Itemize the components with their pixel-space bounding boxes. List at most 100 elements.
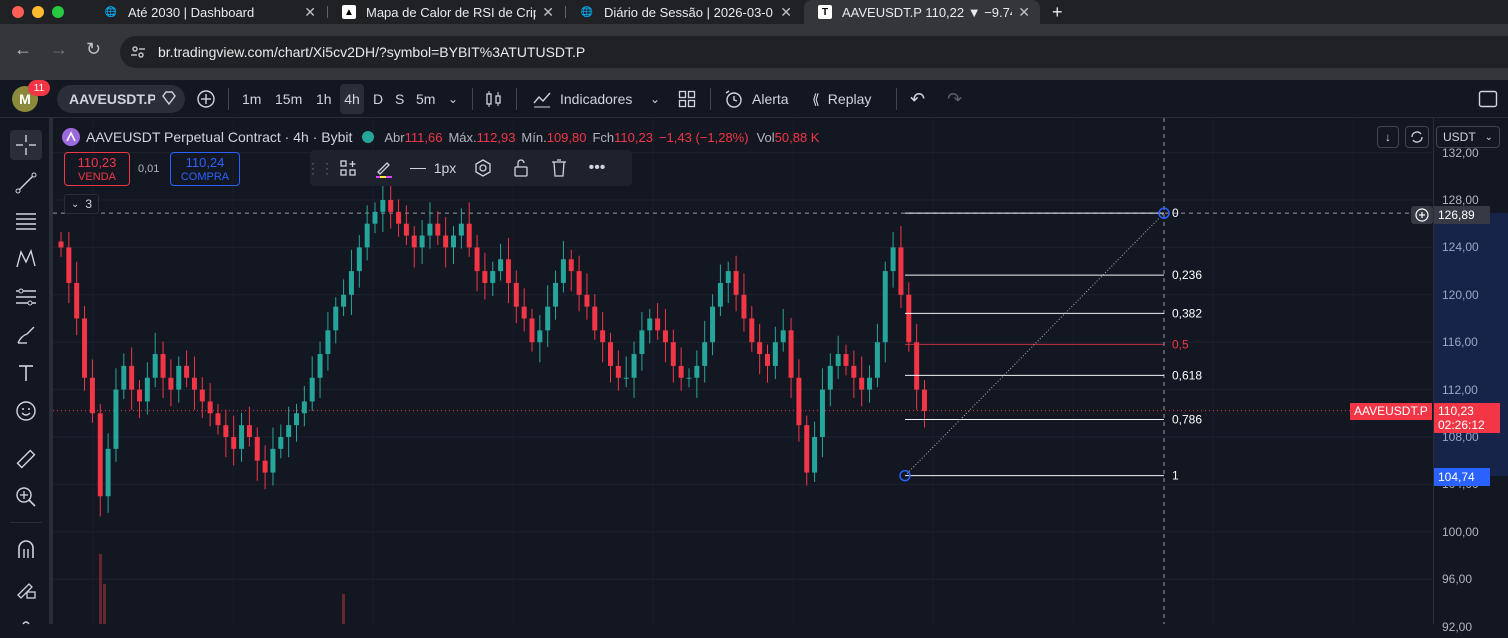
more-options-icon[interactable]: ••• <box>588 159 606 176</box>
candlestick-chart[interactable]: 0 0,236 0,382 0,5 0,618 0,786 1 <box>53 118 1433 624</box>
line-width-selector[interactable]: 1px <box>402 160 464 176</box>
open-label: Abr <box>384 129 405 145</box>
candle-body <box>537 330 543 343</box>
pattern-icon[interactable] <box>10 244 42 274</box>
maximize-window-button[interactable] <box>52 6 64 18</box>
interval-label: D <box>373 91 384 107</box>
zoom-in-icon[interactable] <box>10 482 42 512</box>
interval-15m[interactable]: 15m <box>275 80 302 118</box>
forward-icon[interactable]: → <box>50 39 68 59</box>
candle-body <box>505 259 511 283</box>
globe-icon: 🌐 <box>104 6 118 18</box>
candle-body <box>301 401 307 414</box>
currency-selector[interactable]: USDT ⌄ <box>1436 126 1500 148</box>
interval-d[interactable]: D <box>373 80 383 118</box>
interval-s[interactable]: S <box>395 80 404 118</box>
fib-anchor-high <box>1158 207 1170 219</box>
settings-icon[interactable] <box>464 158 502 178</box>
interval-label: 5m <box>416 91 436 107</box>
browser-tab-1[interactable]: 🌐 Até 2030 | Dashboard ✕ <box>90 0 326 24</box>
redo-icon[interactable]: ↷ <box>947 88 963 109</box>
interval-1h[interactable]: 1h <box>316 80 332 118</box>
interval-4h-active[interactable]: 4h <box>340 84 364 114</box>
back-icon[interactable]: ← <box>14 39 32 59</box>
site-settings-icon[interactable] <box>130 44 146 65</box>
diamond-icon[interactable] <box>161 90 177 108</box>
lock-drawings-icon[interactable] <box>10 574 42 604</box>
auto-scale-icon[interactable] <box>1405 126 1429 148</box>
template-icon[interactable] <box>330 159 366 177</box>
chart-pane[interactable]: 0 0,236 0,382 0,5 0,618 0,786 1 <box>53 118 1433 624</box>
lock-icon[interactable] <box>502 158 540 178</box>
browser-tab-3[interactable]: 🌐 Diário de Sessão | 2026-03-0 ✕ <box>566 0 802 24</box>
alert-button[interactable]: Alerta <box>724 80 789 118</box>
layouts-grid-icon[interactable] <box>678 80 696 118</box>
price-tick-label: 100,00 <box>1442 524 1479 539</box>
browser-tab-4-active[interactable]: T AAVEUSDT.P 110,22 ▼ −9.74 ✕ <box>804 0 1040 24</box>
candle-body <box>403 223 409 236</box>
browser-tab-2[interactable]: ▲ Mapa de Calor de RSI de Crip ✕ <box>328 0 564 24</box>
forecast-tools-icon[interactable] <box>10 282 42 312</box>
candle-body <box>922 389 927 411</box>
trash-icon[interactable] <box>540 158 578 178</box>
brush-icon[interactable] <box>10 320 42 350</box>
undo-icon[interactable]: ↶ <box>910 88 926 109</box>
sell-label: VENDA <box>78 171 116 183</box>
alert-label: Alerta <box>752 91 789 107</box>
candle-body <box>294 413 299 426</box>
volume-bar <box>103 584 106 624</box>
fib-anchor-low <box>899 469 911 482</box>
symbol-title[interactable]: AAVEUSDT Perpetual Contract · 4h · Bybit <box>86 129 353 145</box>
magnet-icon[interactable] <box>10 534 42 564</box>
close-tab-icon[interactable]: ✕ <box>1018 4 1030 20</box>
ruler-icon[interactable] <box>10 444 42 474</box>
more-tools-icon[interactable] <box>10 608 42 638</box>
close-tab-icon[interactable]: ✕ <box>542 4 554 20</box>
line-color-icon[interactable] <box>366 158 402 178</box>
fib-range-highlight <box>1434 213 1508 476</box>
symbol-price-tag: AAVEUSDT.P <box>1350 403 1432 420</box>
candle-body <box>144 377 150 402</box>
drag-handle-icon[interactable]: ⋮⋮ <box>306 159 334 176</box>
crosshair-icon[interactable] <box>10 130 42 160</box>
candle-body <box>458 223 464 236</box>
scroll-to-latest-icon[interactable]: ↓ <box>1377 126 1399 148</box>
fib-retracement-icon[interactable] <box>10 206 42 236</box>
new-tab-button[interactable]: + <box>1042 0 1072 24</box>
candles-chart-type-icon[interactable] <box>484 80 504 118</box>
text-tool-icon[interactable] <box>10 358 42 388</box>
add-symbol-icon[interactable] <box>196 80 216 118</box>
interval-5m[interactable]: 5m <box>416 80 435 118</box>
candle-body <box>584 294 590 307</box>
symbol-search-button[interactable]: AAVEUSDT.P <box>57 85 185 113</box>
minimize-window-button[interactable] <box>32 6 44 18</box>
close-tab-icon[interactable]: ✕ <box>304 4 316 20</box>
replay-button[interactable]: ⟪ Replay <box>812 80 871 118</box>
close-window-button[interactable] <box>12 6 24 18</box>
buy-button[interactable]: 110,24 COMPRA <box>170 152 240 186</box>
candle-body <box>906 294 912 343</box>
indicators-dropdown-chevron-icon[interactable]: ⌄ <box>650 92 661 106</box>
candle-body <box>882 271 888 343</box>
close-tab-icon[interactable]: ✕ <box>780 4 792 20</box>
collapse-indicators-button[interactable]: ⌄ 3 <box>64 194 100 214</box>
url-field[interactable]: br.tradingview.com/chart/Xi5cv2DH/?symbo… <box>120 36 1508 68</box>
browser-tab-bar: 🌐 Até 2030 | Dashboard ✕ ▲ Mapa de Calor… <box>0 0 1508 24</box>
candle-body <box>443 235 449 248</box>
emoji-icon[interactable] <box>10 396 42 426</box>
sell-button[interactable]: 110,23 VENDA <box>64 152 130 186</box>
fullscreen-icon[interactable] <box>1478 80 1498 118</box>
add-price-alert-icon[interactable] <box>1411 206 1433 224</box>
candle-body <box>592 306 598 331</box>
candle-body <box>199 389 205 402</box>
fib-level-label: 0,382 <box>1172 306 1202 320</box>
indicators-button[interactable]: Indicadores <box>532 80 632 118</box>
interval-dropdown-chevron-icon[interactable]: ⌄ <box>448 92 459 106</box>
volume-value: 50,88 K <box>774 129 820 145</box>
reload-icon[interactable]: ↻ <box>86 39 102 59</box>
user-avatar[interactable]: M 11 <box>12 80 50 118</box>
interval-1m[interactable]: 1m <box>242 80 261 118</box>
price-axis[interactable]: 132,00 128,00 124,00 120,00 116,00 112,00 108,… <box>1433 118 1508 634</box>
trend-line-icon[interactable] <box>10 168 42 198</box>
indicators-label: Indicadores <box>560 91 633 107</box>
